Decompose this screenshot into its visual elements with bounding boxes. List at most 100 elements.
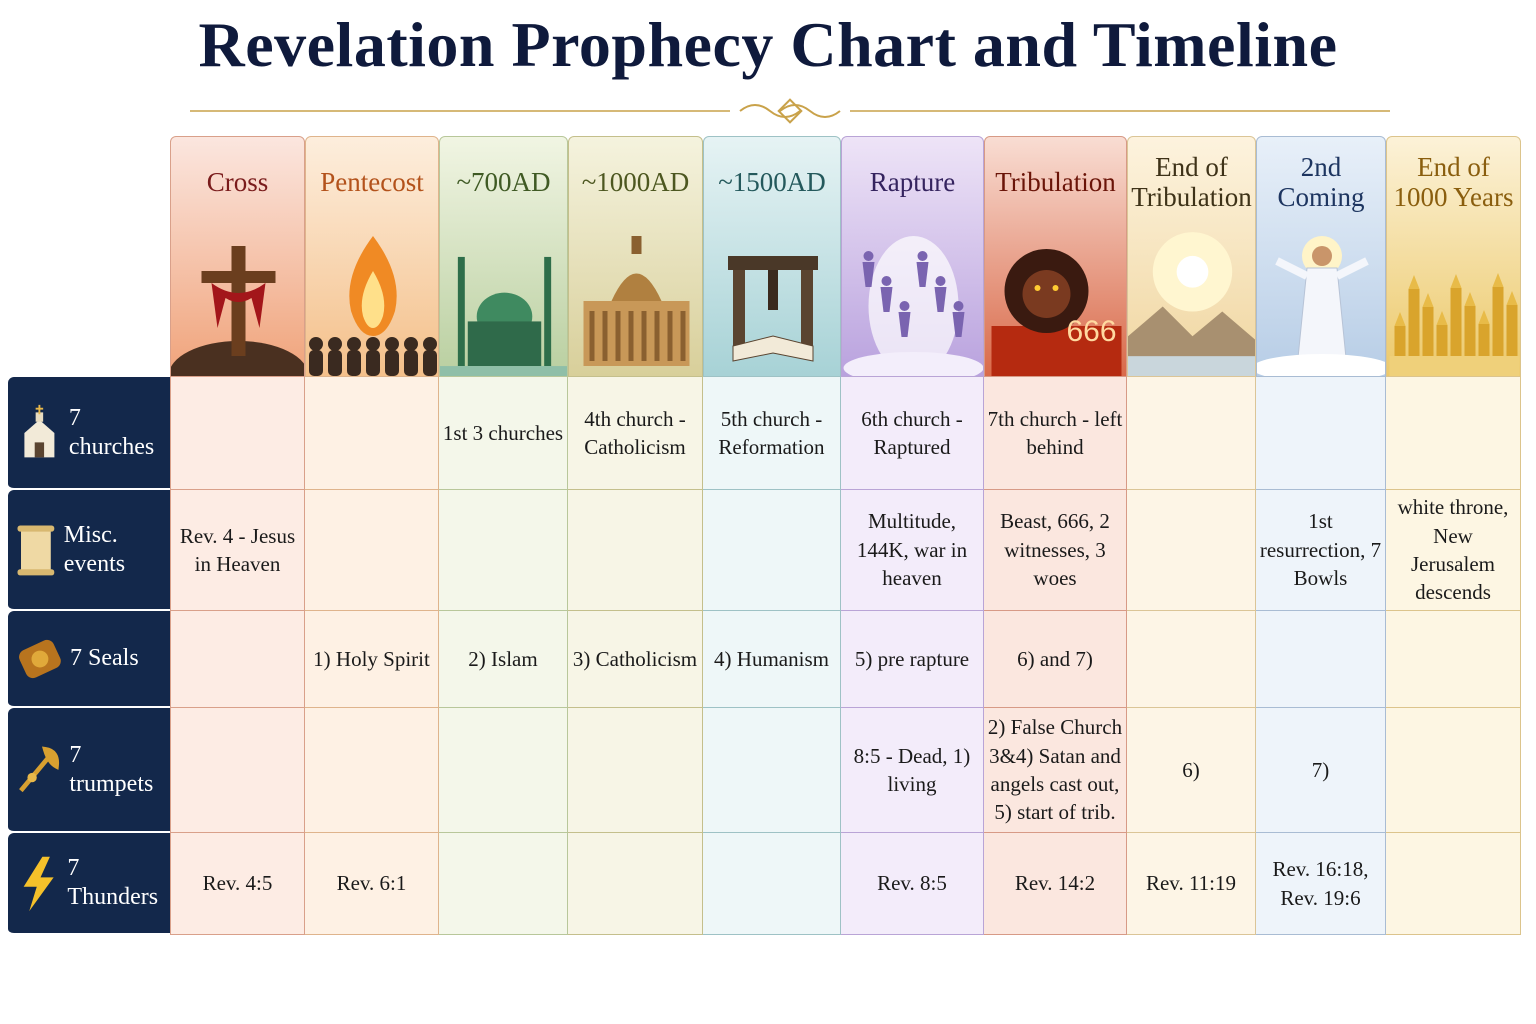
table-cell: 4th church - Catholicism <box>568 377 703 490</box>
table-cell <box>1127 611 1256 708</box>
cell-text: Rev. 14:2 <box>1014 871 1096 896</box>
column-illustration <box>1389 273 1520 376</box>
spire <box>1394 312 1406 326</box>
column-header: ~1500AD <box>703 136 841 377</box>
column-label: Tribulation <box>995 167 1116 198</box>
person-head <box>385 337 399 351</box>
seal <box>31 650 49 667</box>
row-label: Misc. events <box>63 521 126 577</box>
table-cell <box>1386 708 1521 833</box>
column-header: End of 1000 Years <box>1386 136 1521 377</box>
table-cell: 7) <box>1256 708 1386 833</box>
image-text: 666 <box>1066 315 1116 348</box>
table-cell: 6) and 7) <box>984 611 1127 708</box>
bolt <box>23 856 54 912</box>
table-cell <box>1127 490 1256 611</box>
tower <box>1450 288 1462 356</box>
cell-text: 4th church - Catholicism <box>584 406 686 459</box>
column-illustration <box>171 246 304 376</box>
column <box>654 311 660 361</box>
table-cell <box>305 490 439 611</box>
table-cell: 6th church - Raptured <box>841 377 984 490</box>
eye <box>1052 285 1059 291</box>
table-cell: 5th church - Reformation <box>703 377 841 490</box>
figure-body <box>862 262 875 287</box>
cloud <box>1257 354 1385 376</box>
figure-head <box>953 301 964 311</box>
cell-text: 4) Humanism <box>714 646 829 671</box>
eye <box>1034 285 1041 291</box>
table-cell <box>170 611 305 708</box>
table-cell: 5) pre rapture <box>841 611 984 708</box>
cell-text: 7th church - left behind <box>987 406 1123 459</box>
row-header: 7 churches <box>8 377 170 490</box>
spire <box>1506 291 1518 305</box>
fire <box>991 326 1122 376</box>
column-header: ~1000AD <box>568 136 703 377</box>
steeple <box>35 411 44 422</box>
spire <box>1436 311 1448 325</box>
column-header: 2nd Coming <box>1256 136 1386 377</box>
table-cell: 2) Islam <box>439 611 568 708</box>
column-label: 2nd Coming <box>1277 152 1365 212</box>
row-icon <box>19 746 60 792</box>
table-cell: white throne, New Jerusalem descends <box>1386 490 1521 611</box>
table-cell: 7th church - left behind <box>984 377 1127 490</box>
table-cell: Rev. 8:5 <box>841 833 984 935</box>
column-header: End of Tribulation <box>1127 136 1256 377</box>
head <box>1312 246 1332 266</box>
figure-head <box>917 251 928 261</box>
table-cell <box>170 377 305 490</box>
tower <box>1394 326 1406 356</box>
scroll-top <box>17 524 55 532</box>
table-cell <box>439 708 568 833</box>
person-body <box>347 350 361 376</box>
table-cell: 4) Humanism <box>703 611 841 708</box>
ornament <box>739 104 841 118</box>
person-head <box>347 337 361 351</box>
cell-text: 1st resurrection, 7 Bowls <box>1259 509 1382 591</box>
table-cell <box>703 833 841 935</box>
minaret <box>544 256 552 367</box>
table-cell <box>703 708 841 833</box>
column-header: Rapture <box>841 136 984 377</box>
sun-core <box>1176 255 1209 288</box>
cell-text: 5th church - Reformation <box>718 406 825 459</box>
table-cell: Rev. 11:19 <box>1127 833 1256 935</box>
spire <box>1464 292 1476 306</box>
scroll <box>21 526 51 573</box>
water <box>1389 356 1520 376</box>
cross-beam <box>201 271 276 283</box>
column-illustration <box>1257 236 1385 376</box>
row-header: 7 Thunders <box>8 833 170 935</box>
lion-face <box>1022 270 1071 318</box>
column-label: ~1500AD <box>718 167 826 198</box>
table-cell: Beast, 666, 2 witnesses, 3 woes <box>984 490 1127 611</box>
tower <box>1506 305 1518 356</box>
cell-text: 6th church - Raptured <box>861 406 963 459</box>
minaret <box>457 256 465 367</box>
column-illustration <box>440 256 567 376</box>
column-illustration <box>583 236 690 366</box>
person-body <box>366 350 380 376</box>
column <box>615 311 621 361</box>
title: Revelation Prophecy Chart and Timeline <box>198 9 1338 80</box>
figure-head <box>899 301 910 311</box>
screw <box>768 270 778 310</box>
person-head <box>366 337 380 351</box>
book <box>732 335 814 362</box>
column-header: Cross <box>170 136 305 377</box>
cell-text: Rev. 16:18, Rev. 19:6 <box>1272 857 1369 910</box>
person-head <box>309 337 323 351</box>
table-cell <box>1386 611 1521 708</box>
column-illustration <box>728 256 818 362</box>
column-label: Cross <box>206 167 269 198</box>
hill <box>171 341 304 376</box>
table-cell <box>305 377 439 490</box>
person-body <box>404 350 418 376</box>
water <box>440 366 567 376</box>
person-body <box>423 350 437 376</box>
cell-text: 3) Catholicism <box>572 646 698 671</box>
spire <box>1408 275 1420 289</box>
row-header: 7 Seals <box>8 611 170 708</box>
